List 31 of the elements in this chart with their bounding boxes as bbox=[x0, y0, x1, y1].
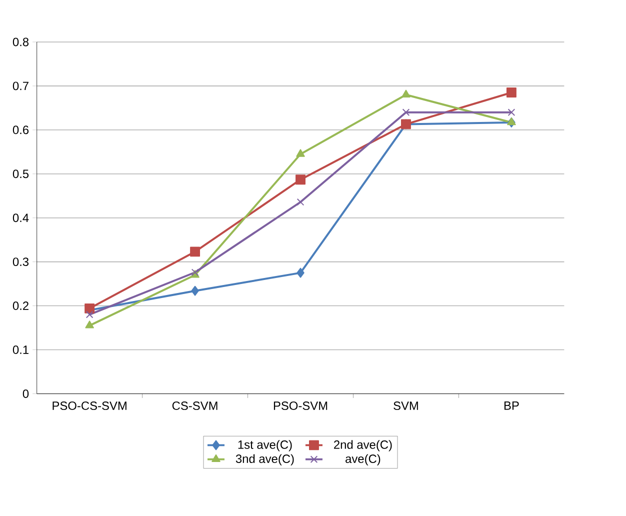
point bbox=[190, 246, 200, 257]
y-tick-label: 0 bbox=[22, 390, 29, 398]
point bbox=[506, 88, 516, 98]
point bbox=[191, 286, 199, 296]
x-tick-label: CS-SVM bbox=[172, 402, 218, 410]
point bbox=[296, 174, 306, 185]
y-tick-label: 0.4 bbox=[12, 214, 29, 222]
point bbox=[86, 311, 94, 318]
point bbox=[296, 149, 305, 158]
x-tick-label: PSO-CS-SVM bbox=[52, 402, 126, 410]
y-tick-label: 0.7 bbox=[12, 82, 28, 90]
point bbox=[402, 90, 410, 98]
y-tick-label: 0.3 bbox=[12, 258, 29, 266]
y-tick-label: 0.6 bbox=[12, 126, 29, 134]
point bbox=[85, 320, 94, 329]
legend-label: ave(C) bbox=[346, 454, 380, 466]
x-tick-label: SVM bbox=[394, 402, 418, 410]
point bbox=[296, 268, 304, 278]
y-tick-label: 0.8 bbox=[12, 38, 29, 46]
x-tick-label: PSO-SVM bbox=[274, 402, 328, 410]
legend-label: 2nd ave(C) bbox=[334, 440, 392, 452]
legend-label: 3nd ave(C) bbox=[236, 454, 294, 466]
x-tick-label: BP bbox=[504, 402, 519, 410]
y-tick-label: 0.2 bbox=[12, 302, 28, 310]
point bbox=[507, 118, 516, 126]
point bbox=[402, 108, 410, 116]
legend-label: 1st ave(C) bbox=[238, 440, 292, 452]
y-tick-label: 0.5 bbox=[12, 170, 29, 178]
point bbox=[296, 198, 304, 206]
y-tick-label: 0.1 bbox=[12, 346, 28, 354]
point bbox=[508, 108, 516, 116]
